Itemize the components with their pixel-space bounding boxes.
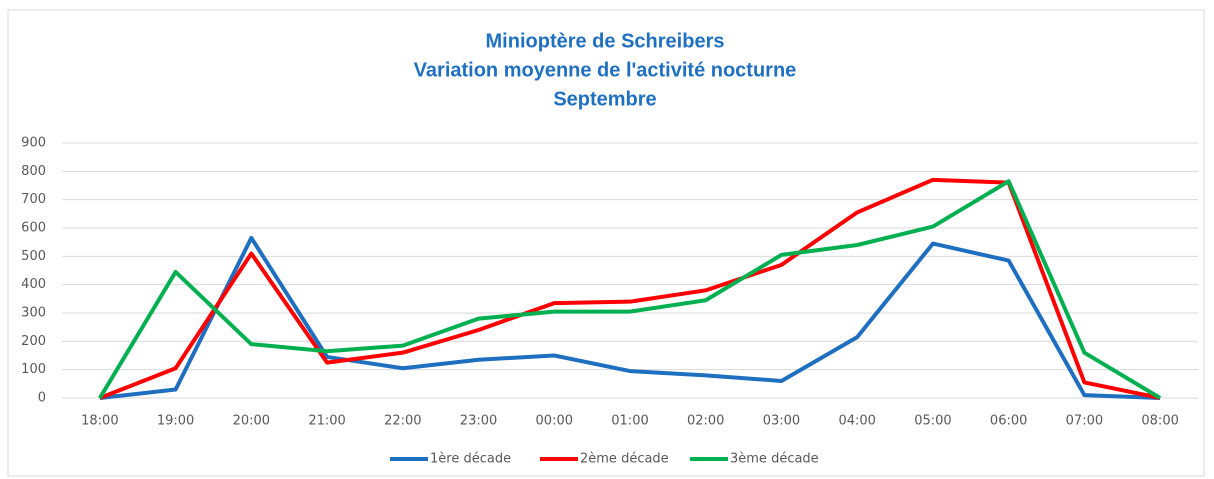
x-tick-label: 21:00: [308, 414, 345, 429]
y-tick-label: 400: [21, 277, 46, 292]
y-tick-label: 700: [21, 192, 46, 207]
x-tick-label: 07:00: [1066, 414, 1103, 429]
x-tick-label: 05:00: [914, 414, 951, 429]
y-tick-label: 600: [21, 221, 46, 236]
chart-title: Variation moyenne de l'activité nocturne: [414, 59, 797, 81]
x-tick-label: 06:00: [990, 414, 1027, 429]
x-tick-label: 00:00: [536, 414, 573, 429]
legend-label: 1ère décade: [430, 452, 511, 467]
line-series: [98, 179, 1162, 400]
x-tick-label: 08:00: [1141, 414, 1178, 429]
y-tick-label: 500: [21, 249, 46, 264]
x-tick-label: 02:00: [687, 414, 724, 429]
x-tick-label: 01:00: [611, 414, 648, 429]
chart-title: Minioptère de Schreibers: [486, 30, 725, 52]
y-tick-label: 300: [21, 306, 46, 321]
x-tick-label: 04:00: [838, 414, 875, 429]
x-tick-label: 22:00: [384, 414, 421, 429]
y-tick-label: 0: [38, 391, 46, 406]
y-tick-label: 900: [21, 136, 46, 151]
legend-label: 3ème décade: [730, 452, 819, 467]
line-series: [99, 177, 1161, 400]
x-tick-label: 18:00: [81, 414, 118, 429]
x-tick-label: 20:00: [233, 414, 270, 429]
legend-label: 2ème décade: [580, 452, 669, 467]
chart-title: Septembre: [553, 88, 656, 110]
line-series: [99, 235, 1161, 400]
y-tick-label: 800: [21, 164, 46, 179]
x-tick-label: 03:00: [763, 414, 800, 429]
x-tick-label: 19:00: [157, 414, 194, 429]
y-tick-label: 200: [21, 334, 46, 349]
y-tick-label: 100: [21, 362, 46, 377]
x-tick-label: 23:00: [460, 414, 497, 429]
